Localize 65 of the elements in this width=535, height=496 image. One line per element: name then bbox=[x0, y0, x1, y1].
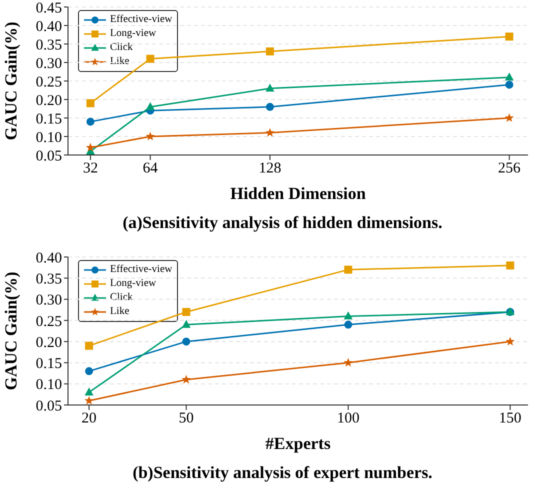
legend-label: Click bbox=[110, 292, 133, 304]
point bbox=[85, 367, 94, 376]
point bbox=[146, 102, 155, 110]
y-axis-title: GAUC Gain(%) bbox=[2, 22, 20, 140]
y-tick-label: 0.25 bbox=[36, 314, 62, 330]
y-tick-label: 0.05 bbox=[36, 398, 62, 414]
point bbox=[182, 374, 191, 384]
x-tick-label: 50 bbox=[178, 410, 194, 427]
y-tick-label: 0.30 bbox=[36, 56, 62, 72]
x-tick-label: 256 bbox=[498, 160, 522, 177]
legend-label: Effective-view bbox=[110, 14, 172, 26]
point bbox=[506, 261, 514, 270]
point bbox=[182, 320, 191, 328]
x-tick-label: 150 bbox=[498, 410, 522, 427]
x-tick-label: 100 bbox=[336, 410, 360, 427]
point bbox=[265, 128, 275, 137]
y-tick-label: 0.30 bbox=[36, 292, 62, 309]
legend-label: Long-view bbox=[110, 278, 156, 290]
point bbox=[182, 308, 190, 316]
point bbox=[84, 388, 94, 396]
y-tick-label: 0.10 bbox=[36, 130, 62, 146]
point bbox=[344, 311, 353, 320]
y-tick-label: 0.40 bbox=[36, 250, 62, 266]
x-tick-label: 20 bbox=[82, 410, 97, 427]
point bbox=[344, 266, 352, 274]
point bbox=[146, 132, 155, 140]
legend-label: Like bbox=[110, 306, 130, 318]
legend-label: Effective-view bbox=[110, 264, 172, 276]
x-axis-title: Hidden Dimension bbox=[230, 184, 366, 203]
y-tick-label: 0.25 bbox=[36, 74, 62, 90]
point bbox=[266, 47, 274, 56]
point bbox=[86, 99, 94, 108]
legend-label: Long-view bbox=[110, 28, 156, 40]
point bbox=[344, 358, 353, 367]
text: (b)Sensitivity analysis of expert numbers. bbox=[132, 462, 434, 484]
y-tick-label: 0.15 bbox=[36, 356, 62, 372]
point bbox=[146, 54, 154, 63]
point bbox=[504, 113, 514, 122]
y-tick-label: 0.45 bbox=[36, 0, 62, 16]
y-tick-label: 0.35 bbox=[36, 37, 62, 54]
x-tick-label: 128 bbox=[258, 160, 282, 177]
y-tick-label: 0.40 bbox=[36, 18, 62, 35]
point bbox=[86, 118, 94, 126]
y-tick-label: 0.05 bbox=[36, 148, 62, 164]
y-tick-label: 0.20 bbox=[36, 92, 62, 109]
point bbox=[344, 320, 352, 329]
y-axis-title: GAUC Gain(%) bbox=[2, 272, 20, 390]
y-tick-label: 0.20 bbox=[36, 334, 62, 351]
y-tick-label: 0.35 bbox=[36, 271, 62, 288]
point bbox=[266, 102, 274, 111]
point bbox=[504, 72, 514, 80]
text: (a)Sensitivity analysis of hidden dimensions. bbox=[122, 212, 444, 234]
x-tick-label: 64 bbox=[142, 160, 158, 177]
point bbox=[266, 84, 274, 92]
point bbox=[505, 32, 514, 41]
point bbox=[86, 142, 96, 152]
point bbox=[506, 336, 515, 346]
x-tick-label: 32 bbox=[82, 160, 98, 177]
point bbox=[182, 338, 190, 346]
y-tick-label: 0.10 bbox=[36, 377, 62, 394]
x-axis-title: #Experts bbox=[265, 434, 331, 453]
point bbox=[84, 396, 94, 405]
point bbox=[85, 342, 94, 350]
point bbox=[505, 80, 514, 89]
y-tick-label: 0.15 bbox=[36, 111, 62, 128]
